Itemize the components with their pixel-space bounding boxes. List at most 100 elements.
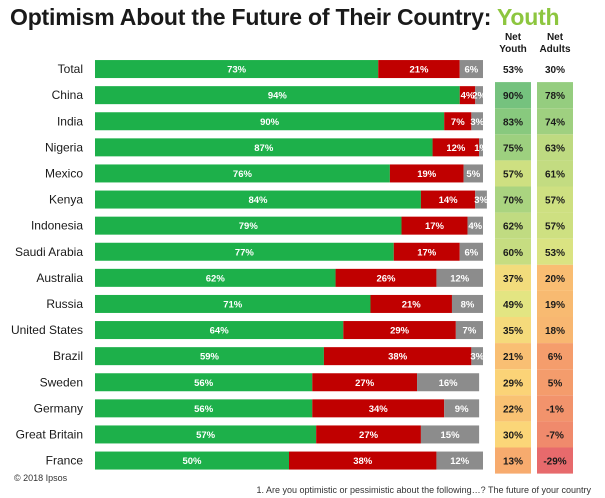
net-adults-header: Net Adults bbox=[535, 32, 575, 56]
data-label: 3% bbox=[474, 195, 488, 206]
bar-segment bbox=[459, 86, 476, 105]
category-label: United States bbox=[11, 323, 83, 337]
category-label: France bbox=[46, 454, 84, 468]
net-adults-value: 63% bbox=[545, 143, 565, 154]
data-label: 73% bbox=[227, 65, 247, 76]
net-adults-value: 19% bbox=[545, 300, 565, 311]
category-label: Germany bbox=[34, 401, 83, 415]
bar-segment bbox=[420, 190, 476, 209]
data-label: 77% bbox=[235, 247, 255, 258]
category-label: Total bbox=[58, 62, 83, 76]
net-adults-cell bbox=[537, 290, 573, 317]
data-label: 7% bbox=[451, 117, 465, 128]
data-label: 14% bbox=[439, 195, 459, 206]
data-label: 90% bbox=[260, 117, 280, 128]
bar-segment bbox=[436, 268, 483, 287]
data-label: 17% bbox=[425, 221, 445, 232]
net-adults-value: 5% bbox=[548, 378, 563, 389]
net-adults-cell bbox=[537, 369, 573, 396]
data-label: 12% bbox=[446, 143, 466, 154]
data-label: 4% bbox=[468, 221, 482, 232]
net-adults-cell bbox=[537, 421, 573, 448]
data-label: 8% bbox=[461, 299, 475, 310]
category-label: Kenya bbox=[49, 193, 83, 207]
net-youth-value: 22% bbox=[503, 404, 523, 415]
data-label: 71% bbox=[223, 299, 243, 310]
net-adults-value: 61% bbox=[545, 169, 565, 180]
category-label: Nigeria bbox=[45, 140, 83, 154]
bar-segment bbox=[471, 112, 483, 131]
net-adults-cell bbox=[537, 447, 573, 474]
net-adults-value: 6% bbox=[548, 352, 563, 363]
net-youth-cell bbox=[495, 238, 531, 265]
bar-segment bbox=[289, 451, 437, 470]
category-label: Sweden bbox=[40, 375, 83, 389]
net-adults-cell bbox=[537, 317, 573, 344]
bar-segment bbox=[95, 138, 433, 157]
data-label: 29% bbox=[390, 326, 410, 337]
net-adults-value: 53% bbox=[545, 248, 565, 259]
data-label: 26% bbox=[376, 273, 396, 284]
category-label: Indonesia bbox=[31, 219, 83, 233]
bar-segment bbox=[95, 164, 390, 183]
net-youth-header-line2: Youth bbox=[499, 44, 527, 55]
bar-segment bbox=[312, 373, 418, 392]
net-adults-cell bbox=[537, 343, 573, 370]
bar-segment bbox=[459, 242, 483, 261]
data-label: 17% bbox=[417, 247, 437, 258]
net-adults-header-line2: Adults bbox=[539, 44, 571, 55]
data-label: 12% bbox=[450, 456, 470, 467]
bar-segment bbox=[444, 399, 480, 418]
net-youth-value: 30% bbox=[503, 430, 523, 441]
bar-segment bbox=[459, 60, 483, 79]
data-label: 64% bbox=[210, 326, 230, 337]
data-label: 34% bbox=[369, 404, 389, 415]
data-label: 87% bbox=[254, 143, 274, 154]
data-label: 56% bbox=[194, 378, 214, 389]
net-youth-cell bbox=[495, 317, 531, 344]
category-label: Mexico bbox=[45, 166, 83, 180]
data-label: 9% bbox=[455, 404, 469, 415]
net-youth-header: Net Youth bbox=[493, 32, 533, 56]
bar-segment bbox=[323, 347, 472, 366]
bar-segment bbox=[316, 425, 421, 444]
net-youth-cell bbox=[495, 395, 531, 422]
chart-title: Optimism About the Future of Their Count… bbox=[10, 4, 560, 31]
bar-segment bbox=[312, 399, 445, 418]
net-youth-value: 29% bbox=[503, 378, 523, 389]
net-adults-cell bbox=[537, 395, 573, 422]
net-adults-cell bbox=[537, 160, 573, 187]
bar-segment bbox=[95, 242, 394, 261]
bar-segment bbox=[444, 112, 472, 131]
bar-segment bbox=[467, 216, 483, 235]
bar-segment bbox=[451, 294, 483, 313]
data-label: 12% bbox=[450, 273, 470, 284]
net-youth-cell bbox=[495, 264, 531, 291]
data-label: 15% bbox=[441, 430, 461, 441]
net-youth-cell bbox=[495, 421, 531, 448]
net-adults-cell bbox=[537, 134, 573, 161]
data-label: 62% bbox=[206, 273, 226, 284]
data-label: 19% bbox=[417, 169, 437, 180]
net-adults-value: -29% bbox=[543, 457, 566, 468]
net-adults-value: 74% bbox=[545, 117, 565, 128]
net-youth-cell bbox=[495, 82, 531, 109]
bar-segment bbox=[95, 347, 324, 366]
net-adults-value: -7% bbox=[546, 430, 564, 441]
bar-segment bbox=[401, 216, 468, 235]
bar-segment bbox=[378, 60, 460, 79]
data-label: 5% bbox=[466, 169, 480, 180]
bar-segment bbox=[95, 321, 344, 340]
net-youth-value: 62% bbox=[503, 222, 523, 233]
net-youth-cell bbox=[495, 186, 531, 213]
bar-segment bbox=[335, 268, 437, 287]
category-label: China bbox=[52, 88, 84, 102]
net-adults-value: -1% bbox=[546, 404, 564, 415]
bar-segment bbox=[370, 294, 452, 313]
bar-segment bbox=[95, 86, 460, 105]
bar-segment bbox=[393, 242, 460, 261]
bar-segment bbox=[417, 373, 480, 392]
net-youth-cell bbox=[495, 343, 531, 370]
net-adults-value: 57% bbox=[545, 222, 565, 233]
net-adults-cell bbox=[537, 82, 573, 109]
